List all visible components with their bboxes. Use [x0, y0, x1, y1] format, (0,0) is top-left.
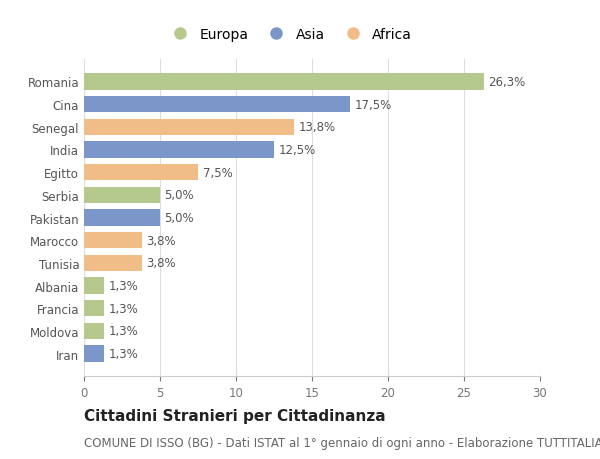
Text: 13,8%: 13,8%	[298, 121, 335, 134]
Bar	[84, 346, 104, 362]
Bar	[84, 142, 274, 158]
Bar	[84, 278, 104, 294]
Text: 1,3%: 1,3%	[109, 325, 138, 338]
Text: 1,3%: 1,3%	[109, 280, 138, 292]
Text: 12,5%: 12,5%	[278, 144, 316, 157]
Text: 5,0%: 5,0%	[164, 212, 194, 224]
Text: 17,5%: 17,5%	[355, 98, 392, 112]
Text: 3,8%: 3,8%	[146, 234, 176, 247]
Bar	[84, 323, 104, 339]
Bar	[84, 97, 350, 113]
Bar	[84, 210, 160, 226]
Bar	[84, 74, 484, 90]
Bar	[84, 233, 142, 249]
Text: COMUNE DI ISSO (BG) - Dati ISTAT al 1° gennaio di ogni anno - Elaborazione TUTTI: COMUNE DI ISSO (BG) - Dati ISTAT al 1° g…	[84, 436, 600, 449]
Text: 1,3%: 1,3%	[109, 347, 138, 360]
Text: 5,0%: 5,0%	[164, 189, 194, 202]
Bar	[84, 301, 104, 317]
Text: 1,3%: 1,3%	[109, 302, 138, 315]
Text: 3,8%: 3,8%	[146, 257, 176, 270]
Bar	[84, 165, 198, 181]
Bar	[84, 187, 160, 203]
Bar	[84, 119, 294, 135]
Text: 7,5%: 7,5%	[203, 166, 232, 179]
Text: 26,3%: 26,3%	[488, 76, 526, 89]
Bar	[84, 255, 142, 271]
Legend: Europa, Asia, Africa: Europa, Asia, Africa	[161, 22, 418, 47]
Text: Cittadini Stranieri per Cittadinanza: Cittadini Stranieri per Cittadinanza	[84, 409, 386, 424]
